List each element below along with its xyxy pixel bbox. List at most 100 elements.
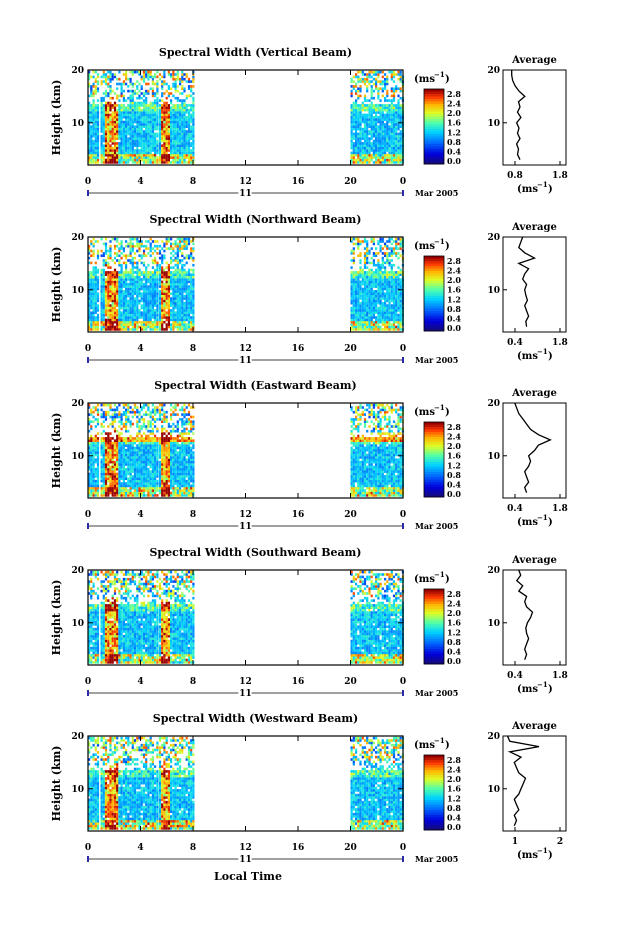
heatmap-cell [111, 460, 114, 464]
heatmap-cell [96, 463, 100, 466]
heatmap-cell [352, 247, 355, 250]
heatmap-cell [125, 285, 128, 288]
heatmap-cell [174, 111, 177, 114]
heatmap-cell [138, 101, 141, 105]
heatmap-cell [361, 77, 364, 81]
heatmap-cell [111, 482, 114, 485]
heatmap-cell [127, 149, 130, 152]
heatmap-cell [118, 123, 121, 126]
heatmap-cell [161, 92, 164, 95]
heatmap-cell [397, 247, 400, 250]
heatmap-cell [357, 134, 360, 138]
heatmap-cell [149, 318, 152, 322]
heatmap-cell [100, 287, 103, 291]
heatmap-cell [151, 278, 154, 281]
heatmap-cell [390, 94, 393, 98]
heatmap-cell [145, 125, 148, 128]
heatmap-cell [147, 115, 150, 119]
heatmap-cell [379, 158, 382, 162]
heatmap-cell [94, 486, 97, 490]
heatmap-cell [375, 123, 378, 126]
heatmap-cell [363, 94, 367, 98]
heatmap-cell [397, 325, 400, 329]
heatmap-cell [156, 294, 159, 298]
heatmap-cell [104, 467, 108, 471]
heatmap-cell [151, 139, 154, 143]
heatmap-cell [181, 99, 184, 102]
heatmap-cell [185, 161, 188, 164]
heatmap-cell [181, 158, 184, 162]
heatmap-cell [170, 275, 173, 279]
heatmap-cell [161, 323, 164, 326]
heatmap-cell [185, 156, 188, 159]
heatmap-cell [100, 280, 103, 284]
heatmap-cell [118, 158, 121, 162]
heatmap-cell [372, 125, 375, 128]
heatmap-cell [384, 287, 387, 291]
heatmap-cell [388, 328, 391, 331]
heatmap-cell [399, 285, 402, 288]
colorbar-segment [424, 278, 444, 282]
heatmap-cell [357, 271, 360, 274]
heatmap-cell [395, 153, 398, 157]
heatmap-cell [136, 297, 139, 300]
heatmap-cell [116, 460, 119, 464]
heatmap-cell [140, 254, 143, 257]
heatmap-cell [156, 278, 159, 281]
heatmap-cell [90, 280, 93, 284]
heatmap-cell [176, 96, 179, 100]
heatmap-cell [102, 113, 105, 117]
heatmap-cell [397, 70, 400, 74]
heatmap-cell [355, 115, 358, 119]
heatmap-cell [100, 80, 103, 83]
heatmap-cell [375, 80, 378, 83]
colorbar-segment [424, 121, 444, 125]
heatmap-cell [90, 139, 93, 143]
heatmap-cell [399, 306, 402, 310]
heatmap-cell [187, 153, 191, 157]
heatmap-cell [125, 139, 128, 143]
heatmap-cell [379, 134, 382, 138]
heatmap-cell [375, 252, 378, 255]
heatmap-cell [151, 137, 154, 140]
heatmap-cell [92, 75, 95, 79]
heatmap-cell [179, 99, 182, 102]
heatmap-cell [102, 139, 105, 143]
heatmap-cell [125, 106, 128, 109]
heatmap-cell [190, 285, 193, 288]
heatmap-cell [154, 94, 157, 98]
heatmap-cell [136, 106, 139, 109]
heatmap-cell [187, 318, 191, 322]
heatmap-cell [156, 108, 159, 112]
heatmap-cell [176, 249, 179, 253]
heatmap-cell [165, 301, 168, 305]
heatmap-cell [190, 311, 193, 314]
heatmap-cell [158, 294, 162, 298]
heatmap-cell [92, 475, 95, 478]
heatmap-cell [109, 458, 112, 461]
heatmap-cell [145, 82, 148, 86]
heatmap-cell [88, 118, 91, 121]
heatmap-cell [131, 139, 134, 143]
heatmap-cell [156, 328, 159, 331]
heatmap-cell [109, 240, 112, 243]
heatmap-cell [165, 125, 168, 128]
heatmap-cell [90, 328, 93, 331]
heatmap-cell [185, 123, 188, 126]
heatmap-cell [187, 149, 191, 152]
heatmap-cell [361, 306, 364, 310]
heatmap-cell [363, 328, 367, 331]
heatmap-cell [109, 318, 112, 322]
heatmap-cell [190, 89, 193, 93]
heatmap-cell [122, 318, 125, 322]
heatmap-cell [377, 125, 380, 128]
heatmap-cell [395, 118, 398, 121]
heatmap-cell [185, 144, 188, 147]
heatmap-cell [96, 470, 100, 473]
heatmap-cell [370, 137, 373, 140]
heatmap-cell [355, 313, 358, 317]
heatmap-cell [363, 118, 367, 121]
heatmap-cell [127, 318, 130, 322]
heatmap-cell [96, 456, 100, 459]
heatmap-cell [111, 285, 114, 288]
